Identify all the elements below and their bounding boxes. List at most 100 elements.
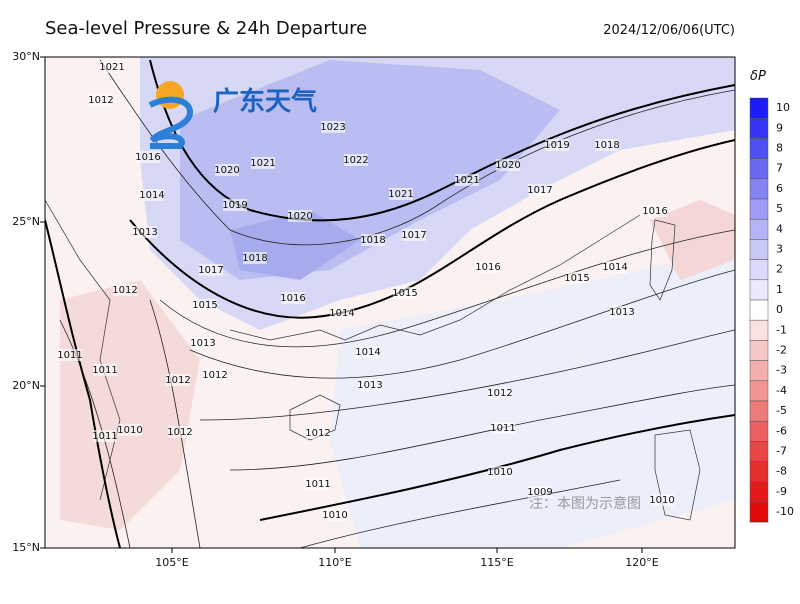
contour-label: 1012 (88, 95, 113, 106)
contour-label-bg (306, 478, 330, 490)
map-frame (44, 56, 736, 549)
colorbar-label: -8 (776, 465, 787, 478)
contour-label: 1013 (190, 338, 215, 349)
lon-label: 120°E (625, 556, 658, 569)
colorbar-label: -6 (776, 424, 787, 437)
contour-label-bg (344, 154, 368, 166)
colorbar-label: -2 (776, 344, 787, 357)
contour-label: 1009 (527, 487, 552, 498)
colorbar-swatch (749, 117, 769, 139)
colorbar-label: 1 (776, 283, 783, 296)
colorbar-swatch (749, 481, 769, 503)
contour-label: 1010 (322, 510, 347, 521)
colorbar-label: 0 (776, 303, 783, 316)
contour-label: 1012 (202, 370, 227, 381)
contour-label-bg (565, 272, 589, 284)
contour-label-bg (643, 205, 667, 217)
contour-label: 1023 (320, 122, 345, 133)
colorbar-swatch (749, 198, 769, 220)
contour-label: 1018 (242, 253, 267, 264)
logo-text: 广东天气 (213, 86, 317, 117)
colorbar-label: 8 (776, 142, 783, 155)
contour-label-bg (361, 234, 385, 246)
contour-label-bg (402, 229, 426, 241)
contour-label-bg (389, 188, 413, 200)
contour-label: 1013 (132, 227, 157, 238)
colorbar-swatch (749, 279, 769, 301)
contour-label-bg (356, 346, 380, 358)
contour-label: 1016 (280, 293, 305, 304)
colorbar-swatch (749, 239, 769, 260)
contour-label-bg (93, 430, 117, 442)
contour-label-bg (321, 121, 345, 133)
colorbar-label: 9 (776, 121, 783, 134)
contour-label: 1021 (99, 62, 124, 73)
contour-label-bg (330, 307, 354, 319)
colorbar-swatch (749, 319, 769, 341)
contour-label-bg (306, 427, 330, 439)
colorbar-label: 3 (776, 243, 783, 256)
lon-label: 110°E (318, 556, 351, 569)
colorbar-swatch (749, 461, 769, 483)
contour-label-bg (650, 494, 674, 506)
colorbar-swatch (749, 360, 769, 382)
contour-label: 1011 (490, 423, 515, 434)
contour-label-bg (199, 264, 223, 276)
colorbar-label: -3 (776, 364, 787, 377)
colorbar-swatch (749, 178, 769, 200)
lat-label: 25°N (12, 215, 40, 228)
colorbar-swatch (749, 340, 769, 361)
contour-label-bg (358, 379, 382, 391)
colorbar-label: 4 (776, 222, 783, 235)
contour-label-bg (496, 159, 520, 171)
colorbar-label: -1 (776, 323, 787, 336)
contour-label-bg (166, 374, 190, 386)
contour-label: 1018 (594, 140, 619, 151)
contour-label-bg (476, 261, 500, 273)
contour-label-bg (215, 164, 239, 176)
contour-label-bg (610, 306, 634, 318)
contour-label-bg (288, 210, 312, 222)
contour-label-bg (89, 94, 113, 106)
contour-label-bg (545, 139, 569, 151)
colorbar-swatch (749, 441, 769, 462)
contour-label: 1012 (112, 285, 137, 296)
colorbar-label: 6 (776, 182, 783, 195)
contour-label: 1010 (649, 495, 674, 506)
colorbar-swatch (749, 138, 769, 159)
colorbar-label: 5 (776, 202, 783, 215)
contour-label: 1021 (454, 175, 479, 186)
contour-label-bg (191, 337, 215, 349)
contour-label-bg (136, 151, 160, 163)
contour-label-bg (603, 261, 627, 273)
colorbar-label: 10 (776, 101, 790, 114)
contour-label: 1017 (401, 230, 426, 241)
logo-icon (148, 96, 194, 149)
contour-label-bg (488, 466, 512, 478)
contour-label-bg (100, 61, 124, 73)
contour-label-bg (168, 426, 192, 438)
lat-label: 15°N (12, 541, 40, 554)
contour-label: 1020 (495, 160, 520, 171)
contour-label-bg (528, 486, 552, 498)
contour-label: 1015 (392, 288, 417, 299)
contour-label: 1015 (192, 300, 217, 311)
colorbar-swatch (749, 420, 769, 442)
contour-label-bg (118, 424, 142, 436)
contour-label-bg (193, 299, 217, 311)
lon-label: 115°E (480, 556, 513, 569)
colorbar-swatch (749, 501, 769, 523)
colorbar-swatch (749, 259, 769, 281)
colorbar-label: 7 (776, 162, 783, 175)
contour-label-bg (140, 189, 164, 201)
contour-label-bg (243, 252, 267, 264)
contour-label: 1017 (198, 265, 223, 276)
contour-label: 1014 (139, 190, 164, 201)
contour-label: 1021 (250, 158, 275, 169)
colorbar-label: -5 (776, 404, 787, 417)
contour-label-bg (58, 349, 82, 361)
contour-label: 1011 (57, 350, 82, 361)
contour-label-bg (455, 174, 479, 186)
